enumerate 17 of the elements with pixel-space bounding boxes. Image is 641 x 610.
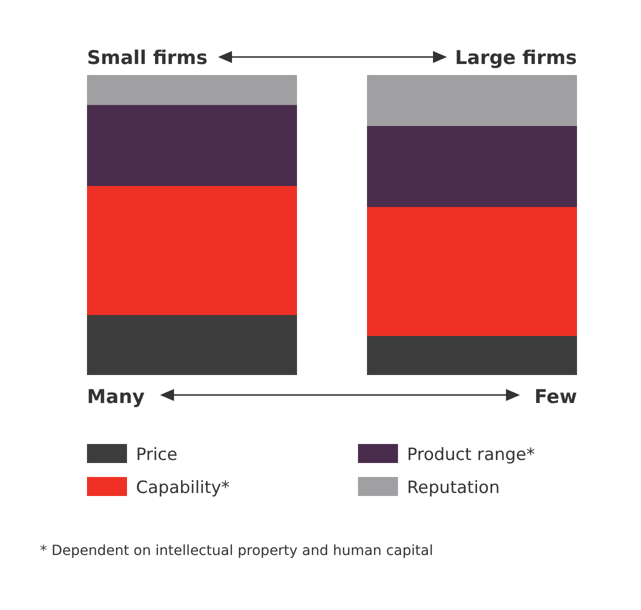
bar: [367, 207, 577, 336]
bar: [87, 186, 297, 315]
bar: [367, 126, 577, 207]
x-tick-label: Large firms: [455, 47, 577, 69]
text: * Dependent on intellectual property and human capital: [40, 543, 434, 559]
bar: [87, 75, 297, 105]
bar: [367, 75, 577, 126]
legend-label: Product range*: [407, 445, 535, 465]
x-tick-label: Small firms: [87, 47, 208, 69]
text: Few: [534, 386, 577, 408]
legend-label: Reputation: [407, 478, 500, 498]
bar: [367, 336, 577, 375]
text: Many: [87, 386, 146, 408]
bar: [87, 315, 297, 375]
bar: [87, 105, 297, 186]
legend-label: Price: [136, 445, 178, 465]
legend-label: Capability*: [136, 478, 230, 498]
